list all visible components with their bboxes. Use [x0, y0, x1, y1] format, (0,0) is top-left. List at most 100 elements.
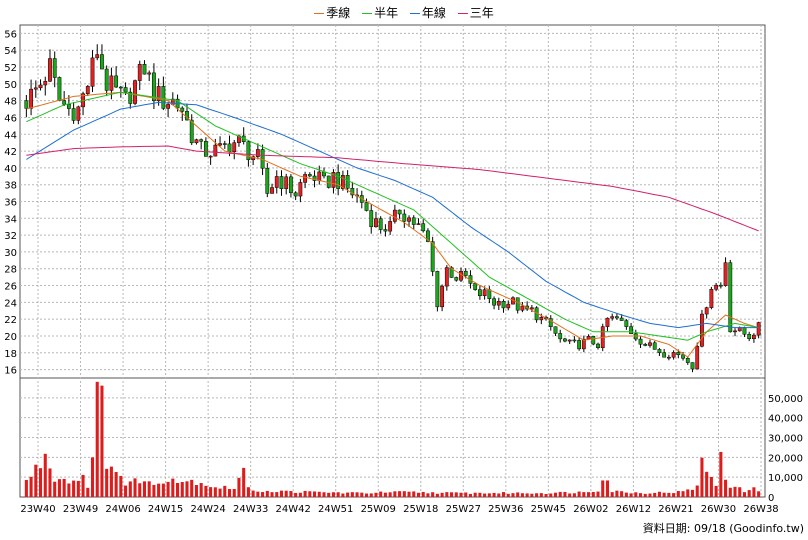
volume-bar: [568, 493, 572, 497]
volume-bar: [355, 492, 359, 497]
legend-swatch-threeyear: [457, 13, 468, 14]
volume-bar: [251, 490, 255, 497]
candle-up: [581, 338, 586, 350]
candle-down: [71, 108, 76, 121]
candle-up: [605, 317, 610, 327]
candle-up: [274, 176, 279, 188]
volume-bar: [468, 493, 472, 497]
ma-line: [26, 91, 759, 358]
price-tick-label: 40: [4, 164, 17, 175]
candle-up: [95, 54, 100, 59]
x-tick-label: 25W27: [446, 504, 481, 515]
candle-up: [232, 142, 237, 153]
candle-up: [416, 223, 421, 225]
x-tick-label: 25W09: [361, 504, 396, 515]
candle-up: [520, 305, 525, 311]
candle-down: [62, 100, 67, 105]
volume-bar: [398, 491, 402, 497]
volume-bar: [246, 487, 250, 497]
volume-bar: [265, 490, 269, 497]
candle-up: [284, 176, 289, 189]
volume-bar: [709, 476, 713, 497]
price-tick-label: 18: [4, 349, 17, 360]
candle-down: [577, 340, 582, 350]
price-tick-label: 54: [4, 46, 17, 57]
candle-down: [203, 141, 208, 157]
candle-up: [700, 313, 704, 347]
x-tick-label: 25W36: [488, 504, 523, 515]
candle-down: [558, 333, 563, 340]
candle-up: [270, 187, 274, 194]
price-tick-label: 22: [4, 315, 17, 326]
candle-down: [66, 104, 71, 109]
candle-down: [430, 241, 435, 272]
candle-up: [213, 144, 218, 157]
volume-bar: [742, 492, 747, 497]
candle-down: [728, 262, 733, 333]
volume-bar: [459, 492, 463, 497]
volume-bar: [596, 491, 600, 497]
volume-bar: [57, 479, 61, 497]
volume-bar: [733, 486, 737, 497]
volume-bar: [133, 478, 137, 497]
volume-bar: [157, 483, 161, 497]
volume-bar: [190, 479, 194, 497]
candle-up: [133, 80, 137, 104]
volume-bar: [176, 483, 180, 497]
volume-bar: [690, 489, 695, 497]
volume-bar: [38, 468, 43, 497]
candle-down: [397, 209, 402, 215]
candle-down: [473, 283, 478, 290]
candle-down: [57, 77, 62, 101]
volume-bar: [109, 466, 113, 497]
candle-up: [586, 335, 591, 340]
candle-down: [454, 277, 459, 281]
candle-down: [336, 172, 341, 189]
volume-bar: [506, 493, 510, 497]
candle-up: [303, 174, 308, 183]
candle-down: [152, 72, 156, 102]
volume-tick-label: 40,000: [768, 414, 803, 425]
volume-bar: [204, 485, 208, 497]
candle-down: [662, 352, 667, 358]
volume-bar: [516, 492, 520, 497]
volume-bar: [232, 489, 236, 497]
volume-tick-label: 0: [768, 493, 774, 504]
volume-bar: [558, 491, 562, 497]
volume-bar: [511, 493, 515, 497]
candle-up: [43, 81, 48, 86]
candle-down: [747, 334, 752, 340]
candle-up: [723, 262, 728, 286]
candle-up: [648, 342, 652, 346]
volume-bar: [421, 491, 425, 497]
volume-bar: [369, 493, 373, 497]
price-tick-label: 30: [4, 248, 17, 259]
volume-bar: [653, 492, 657, 497]
volume-bar: [638, 493, 643, 497]
volume-bar: [142, 481, 147, 497]
volume-bar: [473, 492, 477, 497]
candle-down: [180, 107, 185, 112]
volume-bar: [752, 487, 756, 497]
candle-up: [610, 316, 615, 319]
volume-bar: [610, 492, 614, 497]
x-tick-label: 23W49: [63, 504, 98, 515]
volume-bar: [535, 493, 539, 497]
candle-down: [345, 175, 350, 189]
candle-down: [312, 175, 317, 181]
volume-bar: [303, 490, 307, 497]
candle-down: [572, 339, 577, 342]
candle-down: [624, 320, 629, 327]
candle-up: [695, 346, 700, 370]
volume-bar: [738, 487, 742, 497]
volume-bar: [237, 477, 241, 497]
volume-bar: [185, 481, 189, 497]
candle-down: [553, 326, 558, 334]
candle-up: [331, 172, 336, 188]
price-tick-label: 38: [4, 181, 17, 192]
volume-bar: [360, 492, 364, 497]
price-tick-label: 24: [4, 298, 17, 309]
candle-down: [100, 54, 104, 70]
candle-up: [38, 84, 43, 89]
candle-down: [227, 143, 232, 153]
